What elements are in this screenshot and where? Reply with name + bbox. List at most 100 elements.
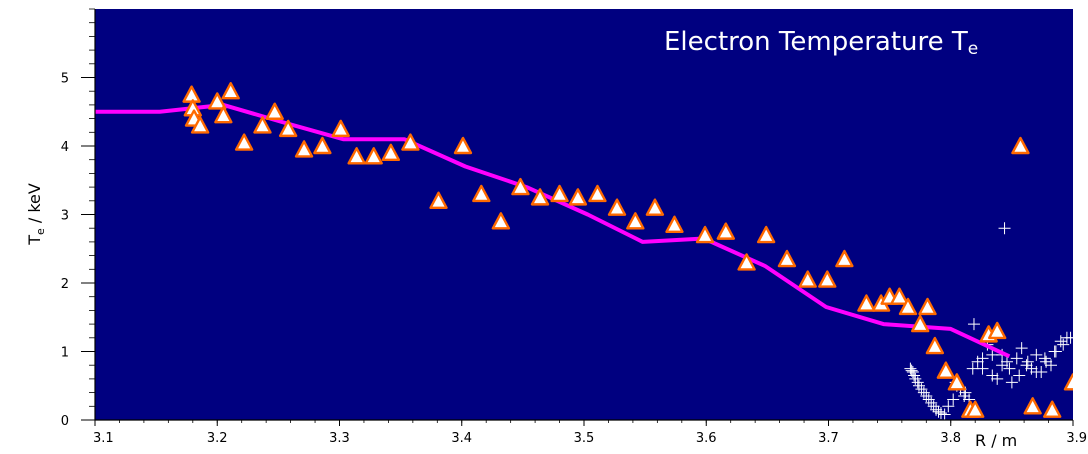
- cross-point: [1048, 345, 1061, 358]
- x-tick-label: 3.7: [818, 431, 839, 446]
- triangle-point: [737, 253, 756, 271]
- cross-point: [911, 376, 924, 389]
- cross-point: [904, 362, 917, 375]
- triangle-point: [265, 102, 284, 120]
- x-tick-label: 3.9: [1066, 431, 1087, 446]
- triangle-point: [511, 177, 530, 196]
- triangle-point: [190, 116, 210, 134]
- cross-point: [942, 400, 955, 413]
- cross-point: [1057, 338, 1070, 351]
- cross-point: [1064, 331, 1073, 344]
- x-tick-label: 3.3: [329, 431, 350, 446]
- triangle-point: [214, 105, 233, 124]
- cross-point: [1040, 355, 1053, 368]
- triangle-point: [818, 270, 837, 288]
- triangle-point: [925, 336, 945, 355]
- y-tick-label: 2: [61, 277, 69, 292]
- triangle-point: [491, 212, 511, 230]
- cross-point: [930, 403, 943, 416]
- x-tick-label: 3.2: [207, 431, 228, 446]
- triangle-point: [364, 147, 383, 165]
- triangle-point: [221, 81, 240, 100]
- triangle-point: [798, 270, 817, 288]
- triangle-point: [857, 294, 876, 312]
- cross-point: [938, 408, 951, 420]
- triangle-point: [530, 188, 550, 206]
- cross-point: [915, 383, 928, 396]
- triangle-point: [1011, 136, 1030, 155]
- triangle-point: [401, 133, 420, 151]
- x-axis-label: R / m: [975, 431, 1017, 450]
- triangle-point: [777, 249, 797, 268]
- triangle-point: [910, 314, 930, 333]
- x-tick-label: 3.1: [93, 431, 114, 446]
- cross-point: [986, 369, 999, 382]
- cross-point: [906, 366, 919, 379]
- x-tick-label: 3.4: [451, 431, 472, 446]
- triangle-point: [331, 119, 350, 138]
- y-tick-label: 4: [61, 140, 69, 155]
- triangle-point: [429, 191, 448, 210]
- triangle-point: [568, 188, 588, 206]
- cross-point: [1000, 355, 1013, 368]
- cross-point: [1015, 342, 1028, 355]
- cross-point: [912, 379, 925, 392]
- cross-point: [947, 393, 960, 406]
- y-tick-label: 5: [61, 72, 69, 87]
- triangle-point: [665, 215, 684, 233]
- triangle-point: [472, 184, 491, 203]
- triangle-point: [607, 198, 627, 216]
- y-axis-label-subscript: e: [34, 228, 47, 235]
- triangle-point: [550, 184, 569, 203]
- triangle-point: [208, 92, 227, 110]
- triangle-point: [1023, 397, 1042, 415]
- cross-point: [958, 390, 971, 403]
- cross-point: [1013, 369, 1026, 382]
- cross-point: [925, 396, 938, 409]
- triangle-point: [966, 400, 985, 418]
- triangle-point: [988, 321, 1007, 340]
- axes: 3.1 3.2 3.3 3.4 3.5 3.6 3.7 3.8 3.9 0 1 2 3 4 5: [61, 8, 1087, 446]
- cross-point: [1030, 366, 1043, 379]
- cross-point: [986, 348, 999, 361]
- triangle-point: [347, 147, 366, 165]
- cross-point: [1025, 362, 1038, 375]
- cross-point: [932, 405, 945, 418]
- cross-point: [908, 369, 921, 382]
- triangle-point: [381, 143, 401, 162]
- triangle-point: [716, 222, 736, 240]
- y-tick-label: 0: [61, 414, 69, 429]
- data-marks: [95, 81, 1073, 420]
- cross-point: [905, 364, 918, 377]
- cross-point: [1044, 359, 1057, 372]
- triangle-point: [294, 140, 314, 158]
- triangle-point: [234, 133, 254, 151]
- cross-point: [967, 318, 980, 331]
- triangle-point: [890, 287, 909, 305]
- triangle-point: [645, 198, 665, 216]
- cross-point: [1020, 359, 1033, 372]
- triangle-point: [588, 184, 607, 203]
- cross-point: [1030, 348, 1043, 361]
- triangle-point: [695, 225, 715, 244]
- cross-point: [927, 400, 940, 413]
- cross-point: [991, 372, 1004, 385]
- triangle-point: [453, 136, 473, 155]
- triangle-point: [1043, 400, 1062, 418]
- cross-point: [1010, 352, 1023, 365]
- x-tick-label: 3.6: [696, 431, 717, 446]
- cross-point: [1038, 352, 1051, 365]
- x-tick-label: 3.8: [940, 431, 961, 446]
- cross-point: [1054, 335, 1067, 348]
- cross-point: [1003, 362, 1016, 375]
- y-axis-label-unit: / keV: [25, 183, 44, 228]
- cross-point: [922, 393, 935, 406]
- y-tick-label: 3: [61, 209, 69, 224]
- triangle-point: [756, 225, 776, 244]
- triangle-point: [1063, 373, 1073, 391]
- cross-point: [1021, 355, 1034, 368]
- cross-point: [909, 372, 922, 385]
- y-tick-label: 1: [61, 346, 69, 361]
- cross-point: [1005, 376, 1018, 389]
